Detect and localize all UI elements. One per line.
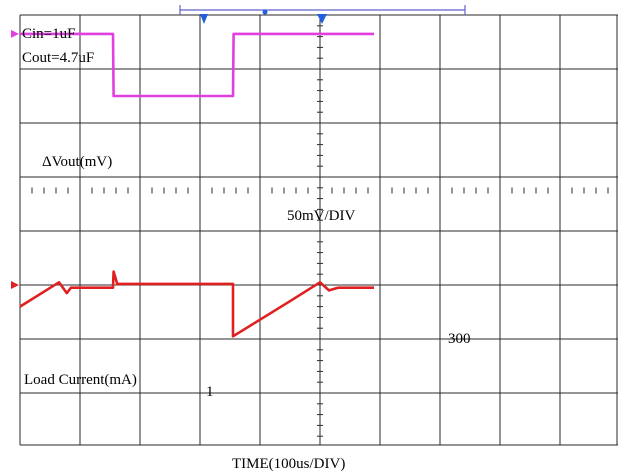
channel-marker <box>11 281 19 289</box>
load-series-label: Load Current(mA) <box>24 372 137 388</box>
x-axis-label: TIME(100us/DIV) <box>232 456 345 472</box>
trace-line <box>20 32 374 98</box>
center-marker <box>317 14 327 24</box>
load-high-label: 300 <box>448 331 471 347</box>
cin-annotation: Cin=1uF <box>22 26 75 42</box>
load-low-label: 1 <box>206 384 214 400</box>
cout-annotation: Cout=4.7uF <box>22 50 94 66</box>
scope-grid <box>19 14 618 446</box>
trace-line <box>19 270 374 338</box>
trace-layer <box>11 29 374 338</box>
trigger-position-marker <box>200 14 208 24</box>
trigger-bar <box>179 5 466 24</box>
channel-marker <box>11 29 19 38</box>
vout-scale-label: 50mV/DIV <box>287 208 355 224</box>
horizontal-position-dot <box>262 9 268 15</box>
vout-series-label: ΔVout(mV) <box>42 154 112 170</box>
